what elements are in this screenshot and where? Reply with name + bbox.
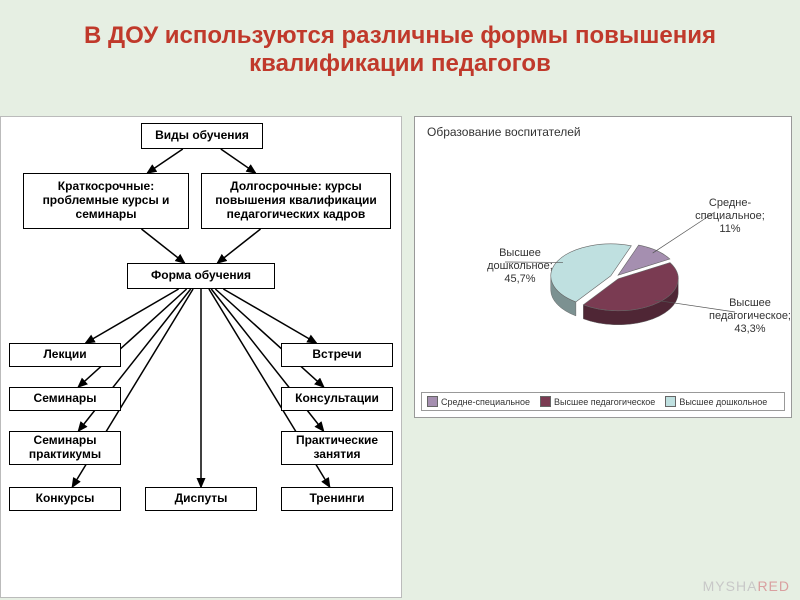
flow-node-n10: Встречи: [281, 343, 393, 367]
legend-label: Средне-специальное: [441, 397, 530, 407]
flow-node-n6: Семинары: [9, 387, 121, 411]
flow-node-n9: Диспуты: [145, 487, 257, 511]
pie-area: Средне-специальное;11%Высшеепедагогическ…: [415, 157, 791, 367]
flow-node-n11: Консультации: [281, 387, 393, 411]
flow-node-n3: Долгосрочные: курсы повышения квалификац…: [201, 173, 391, 229]
legend-swatch-icon: [665, 396, 676, 407]
legend-item-1: Высшее педагогическое: [540, 396, 655, 407]
piechart-panel: Образование воспитателей Средне-специаль…: [414, 116, 792, 418]
pie-label-2: Высшеедошкольное;45,7%: [475, 247, 565, 287]
flow-node-n5: Лекции: [9, 343, 121, 367]
flow-node-n1: Виды обучения: [141, 123, 263, 149]
legend-item-2: Высшее дошкольное: [665, 396, 767, 407]
slide-title: В ДОУ используются различные формы повыш…: [60, 22, 740, 78]
flow-node-n8: Конкурсы: [9, 487, 121, 511]
watermark-text: MYSHA: [703, 578, 758, 594]
piechart-title: Образование воспитателей: [427, 125, 581, 139]
pie-label-1: Высшеепедагогическое;43,3%: [705, 297, 795, 337]
legend-swatch-icon: [427, 396, 438, 407]
legend-label: Высшее дошкольное: [679, 397, 767, 407]
flow-node-n7: Семинары практикумы: [9, 431, 121, 465]
legend-swatch-icon: [540, 396, 551, 407]
watermark: MYSHARED: [703, 578, 790, 594]
legend-label: Высшее педагогическое: [554, 397, 655, 407]
legend-item-0: Средне-специальное: [427, 396, 530, 407]
flow-node-n13: Тренинги: [281, 487, 393, 511]
flow-node-n2: Краткосрочные: проблемные курсы и семина…: [23, 173, 189, 229]
flow-node-n12: Практические занятия: [281, 431, 393, 465]
watermark-red: RED: [757, 578, 790, 594]
pie-legend: Средне-специальное Высшее педагогическое В…: [421, 392, 785, 411]
pie-label-0: Средне-специальное;11%: [685, 197, 775, 237]
flowchart-panel: Виды обучения Краткосрочные: проблемные к…: [0, 116, 402, 598]
flow-node-n4: Форма обучения: [127, 263, 275, 289]
slide: В ДОУ используются различные формы повыш…: [0, 0, 800, 600]
